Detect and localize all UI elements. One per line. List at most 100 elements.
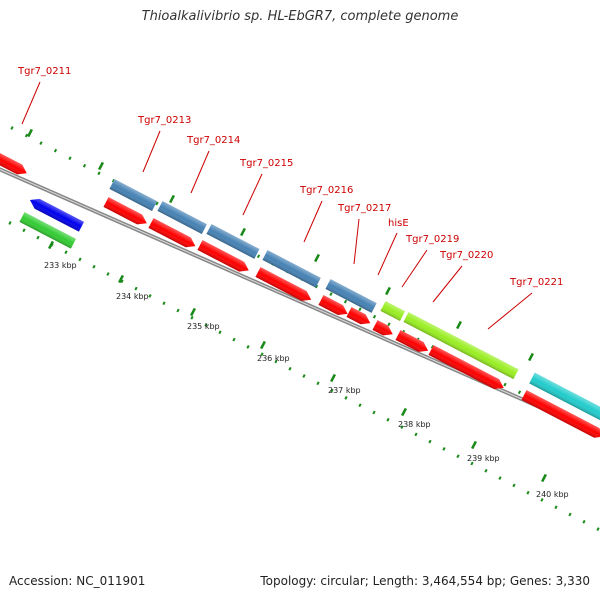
major-tick [400,407,408,417]
callout-line [190,150,210,194]
outer-tick [343,299,348,304]
inner-tick [64,250,68,255]
inner-tick [302,374,306,378]
scale-label: 233 kbp [44,261,77,270]
scale-label: 240 kbp [536,490,569,499]
scale-label: 235 kbp [187,322,220,331]
blue-track-feature-shade [262,250,321,288]
blue-track-feature [262,250,321,288]
blue-track-feature [157,201,207,234]
inner-tick [246,345,250,349]
inner-tick [372,410,376,415]
lime-feature [380,301,406,322]
inner-tick [344,396,348,400]
genome-backbone [0,167,600,436]
outer-tick [68,156,72,161]
inner-tick [134,286,138,291]
outer-tick [358,307,362,312]
major-tick [470,440,478,450]
outer-tick [82,163,87,168]
major-tick [259,340,267,350]
cds-feature [318,295,348,316]
inner-tick [386,417,390,422]
callout-line [242,173,263,216]
cds-feature [346,307,371,325]
major-tick [329,373,337,383]
topology-text: Topology: circular; Length: 3,464,554 bp… [260,574,590,588]
cyan-feature [529,372,600,421]
cds-feature-shade [0,147,27,175]
scale-labels: 233 kbp 234 kbp 235 kbp 236 kbp 237 kbp 238 k… [44,261,569,499]
cds-feature [255,267,312,301]
major-tick [117,274,125,284]
blue-track-feature-shade [109,179,158,212]
lime-feature-shade [380,301,406,322]
gene-label: Tgr7_0214 [186,135,240,146]
gene-label: Tgr7_0215 [239,158,293,169]
major-tick [47,240,55,250]
callout-line [487,292,533,330]
cds-feature [0,147,27,175]
major-tick [540,473,548,483]
lime-feature-shade [403,312,519,380]
inner-tick [218,330,222,335]
inner-tick [22,228,26,233]
callout-line [303,200,323,243]
cds-feature-shade [148,218,196,248]
inner-tick [330,388,334,393]
inner-tick [148,294,152,298]
cds-feature-shade [372,320,393,336]
major-tick [313,253,321,263]
cds-feature-shade [428,345,504,390]
cds-feature-shade [318,295,348,316]
outer-tick [97,171,101,176]
inner-tick [358,403,362,408]
cds-feature-shade [346,307,371,325]
gene-label: Tgr7_0216 [299,185,353,196]
inner-tick [92,264,96,269]
blue-track-feature [206,224,260,259]
accession-text: Accession: NC_011901 [9,574,146,588]
callout-line [353,218,360,265]
gene-features [0,147,600,438]
major-tick [239,227,247,237]
inner-tick [400,425,404,429]
cds-feature-shade [103,197,147,225]
gene-label: Tgr7_0219 [405,234,459,245]
gene-label: hisE [388,218,409,229]
major-tick [384,286,392,296]
callout-line [21,81,41,125]
cds-feature [428,345,504,390]
blue-track-feature-shade [325,279,377,313]
outer-tick [372,314,377,319]
callout-line [377,232,398,276]
gene-label: Tgr7_0217 [337,203,391,214]
major-tick [26,128,34,138]
inner-tick [582,519,586,524]
inner-tick [526,490,530,495]
scale-label: 239 kbp [467,454,500,463]
major-tick [527,352,535,362]
inner-tick [106,272,110,276]
reverse-feature [30,198,84,232]
blue-track-feature-shade [157,201,207,234]
cyan-feature-shade [529,372,600,421]
gene-label: Tgr7_0211 [17,66,71,77]
major-tick [455,320,463,330]
blue-track-feature [109,179,158,212]
inner-tick [428,439,432,444]
inner-tick [316,381,320,386]
cds-feature [197,240,249,272]
cds-feature-shade [255,267,312,301]
callout-line [142,130,161,173]
blue-track-feature [325,279,377,313]
reverse-feature-shade [30,198,84,232]
map-title: Thioalkalivibrio sp. HL-EbGR7, complete … [141,9,459,24]
major-tick [168,194,176,204]
inner-tick [162,301,166,306]
inner-tick [232,337,236,342]
inner-tick [120,279,124,284]
outer-tick [39,141,43,145]
inner-tick [36,235,40,240]
